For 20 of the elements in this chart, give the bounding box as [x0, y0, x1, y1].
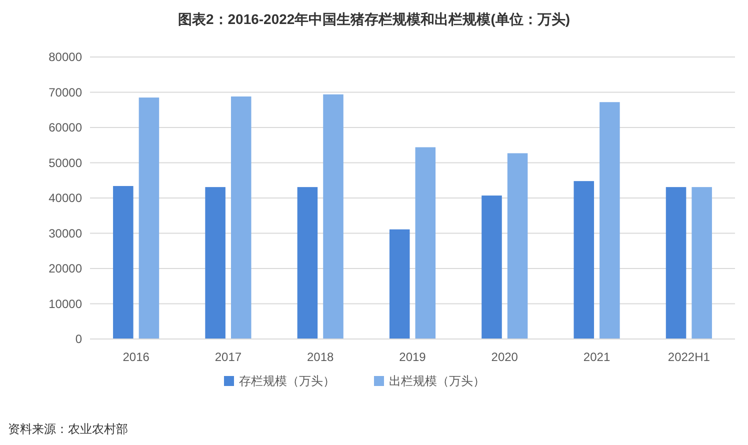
- y-tick-label: 50000: [48, 156, 82, 170]
- x-tick-label: 2017: [214, 350, 242, 364]
- y-tick-label: 80000: [48, 50, 82, 64]
- y-tick-label: 0: [75, 332, 82, 346]
- legend-label: 出栏规模（万头）: [389, 374, 485, 388]
- y-tick-label: 10000: [48, 296, 82, 311]
- legend-label: 存栏规模（万头）: [239, 374, 335, 388]
- y-tick-label: 70000: [48, 85, 82, 100]
- x-tick-label: 2022H1: [668, 350, 710, 364]
- text: 资料来源：农业农村部: [8, 422, 128, 436]
- y-tick-label: 60000: [48, 120, 82, 134]
- x-tick-label: 2019: [399, 350, 426, 364]
- y-tick-label: 30000: [48, 226, 82, 240]
- x-tick-label: 2016: [122, 350, 150, 364]
- x-tick-label: 2020: [491, 350, 518, 364]
- y-tick-label: 40000: [48, 191, 82, 205]
- y-tick-label: 20000: [48, 262, 82, 276]
- chart-title: 图表2：2016-2022年中国生猪存栏规模和出栏规模(单位：万头): [178, 11, 570, 27]
- x-tick-label: 2018: [307, 350, 334, 364]
- x-tick-label: 2021: [583, 350, 610, 364]
